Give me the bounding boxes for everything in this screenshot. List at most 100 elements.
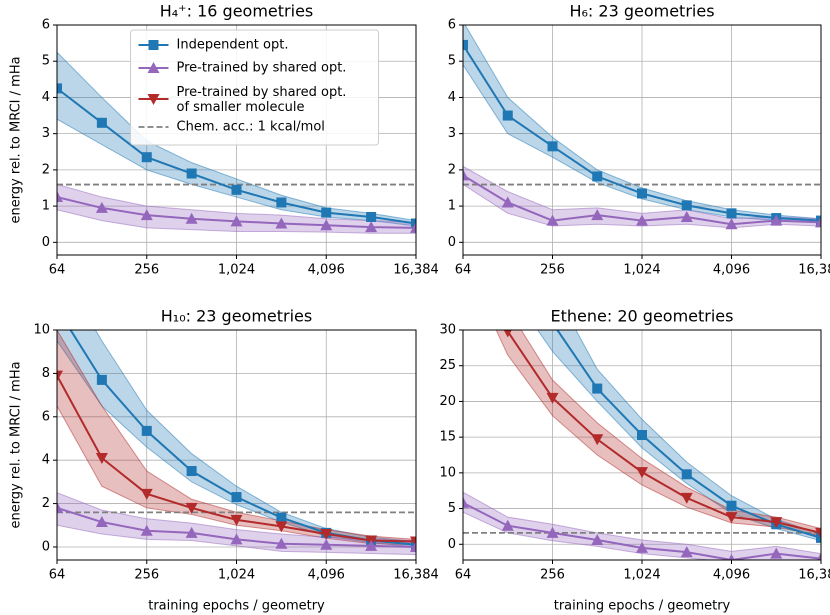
marker [320, 538, 333, 550]
x-tick-label: 16,384 [798, 263, 830, 278]
marker [275, 537, 288, 549]
marker [410, 536, 416, 548]
x-tick-label: 1,024 [623, 568, 660, 583]
error-band [536, 330, 821, 542]
axes-frame [462, 329, 822, 561]
y-tick-label: 1 [448, 199, 456, 214]
error-band [463, 25, 821, 223]
y-tick-label: 0 [448, 537, 456, 552]
marker [140, 209, 153, 221]
marker [725, 218, 738, 230]
axes-frame [462, 24, 822, 256]
marker [140, 524, 153, 536]
marker [230, 514, 243, 526]
y-tick-label: 3 [448, 126, 456, 141]
legend-label: Independent opt. [177, 38, 289, 53]
x-tick-label: 1,024 [623, 263, 660, 278]
y-tick-label: 1 [42, 199, 50, 214]
marker [636, 467, 648, 479]
plot-area [463, 25, 821, 255]
chart-title: H₄⁺: 16 geometries [160, 2, 314, 21]
x-tick-label: 256 [540, 568, 565, 583]
marker [275, 217, 288, 229]
marker [231, 184, 242, 195]
y-tick-label: 4 [448, 90, 456, 105]
marker [680, 492, 693, 504]
x-tick-label: 4,096 [308, 263, 345, 278]
error-band [57, 330, 416, 548]
x-tick-label: 4,096 [713, 263, 750, 278]
marker [96, 117, 107, 128]
legend-marker [148, 40, 159, 50]
marker [141, 425, 152, 436]
y-tick-label: 5 [448, 501, 456, 516]
marker [816, 215, 821, 226]
marker [725, 512, 738, 524]
marker [770, 517, 783, 529]
y-tick-label: 25 [439, 358, 456, 373]
plot-area [57, 25, 416, 255]
marker [503, 239, 513, 249]
legend-marker [147, 62, 160, 73]
marker [276, 197, 287, 208]
x-tick-label: 4,096 [308, 568, 345, 583]
y-tick-label: 0 [42, 235, 50, 250]
y-tick-label: 8 [42, 366, 50, 381]
marker [547, 141, 558, 152]
marker [463, 496, 469, 508]
x-tick-label: 4,096 [713, 568, 750, 583]
marker [365, 539, 378, 551]
marker [185, 502, 198, 514]
marker [637, 430, 647, 440]
y-tick-label: 6 [42, 409, 50, 424]
x-tick-label: 64 [49, 263, 66, 278]
marker [546, 214, 559, 226]
marker [366, 211, 377, 222]
marker [502, 110, 513, 121]
marker [95, 516, 108, 528]
y-tick-label: 5 [448, 54, 456, 69]
marker [140, 488, 153, 500]
marker [591, 209, 604, 221]
y-tick-label: 4 [42, 90, 50, 105]
marker [231, 492, 242, 503]
marker [410, 221, 416, 233]
marker [276, 512, 287, 523]
y-axis-label: energy rel. to MRCI / mHa [9, 361, 24, 528]
marker [52, 303, 62, 313]
marker [321, 207, 332, 218]
x-tick-label: 256 [134, 263, 159, 278]
marker [591, 534, 604, 545]
legend-label: Pre-trained by shared opt. [177, 61, 347, 76]
marker [592, 171, 603, 182]
plot-area [52, 303, 416, 560]
marker [680, 210, 693, 222]
marker [185, 526, 198, 538]
marker [546, 526, 559, 538]
x-tick-label: 1,024 [218, 263, 255, 278]
y-tick-label: 10 [439, 465, 456, 480]
x-tick-label: 256 [540, 263, 565, 278]
marker [463, 169, 469, 181]
y-tick-label: 2 [448, 162, 456, 177]
x-tick-label: 256 [134, 568, 159, 583]
y-tick-label: 30 [439, 323, 456, 338]
axes-frame [56, 329, 417, 561]
marker [96, 374, 107, 385]
marker [320, 528, 333, 540]
y-tick-label: 2 [42, 496, 50, 511]
marker [410, 540, 416, 552]
marker [57, 191, 63, 203]
marker [680, 546, 693, 558]
chart-title: H₁₀: 23 geometries [161, 307, 312, 326]
y-tick-label: 6 [42, 18, 50, 33]
marker [463, 39, 468, 50]
marker [57, 370, 63, 382]
marker [95, 453, 108, 465]
axes-frame [56, 24, 417, 256]
y-tick-label: 4 [42, 453, 50, 468]
error-band [495, 330, 821, 537]
marker [503, 330, 512, 338]
marker [186, 168, 197, 179]
marker [501, 519, 514, 531]
